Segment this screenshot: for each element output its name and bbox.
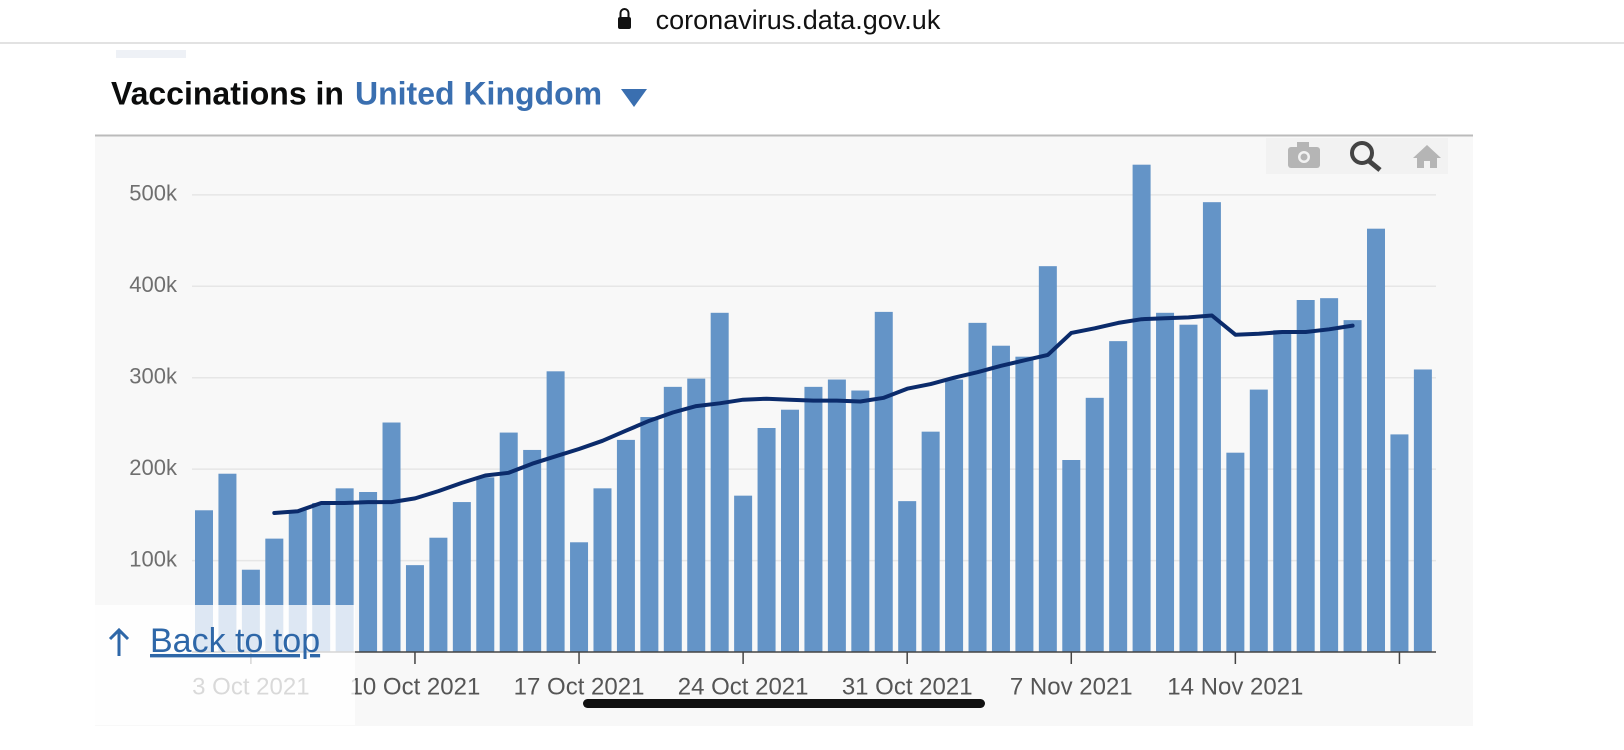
bar xyxy=(476,477,495,652)
bar xyxy=(1249,389,1268,652)
up-arrow-icon[interactable] xyxy=(108,627,130,656)
bar xyxy=(781,409,799,652)
x-tick-label: 10 Oct 2021 xyxy=(350,673,481,700)
bar xyxy=(734,495,753,652)
bar xyxy=(1273,330,1292,652)
bar xyxy=(851,390,870,652)
url: coronavirus.data.gov.uk xyxy=(656,5,941,35)
area-selector[interactable]: United Kingdom xyxy=(355,75,602,111)
bar xyxy=(1367,228,1385,652)
bar xyxy=(1038,266,1057,652)
heading-prefix: Vaccinations in xyxy=(111,75,344,111)
bar xyxy=(382,422,401,652)
line xyxy=(272,313,1355,515)
bar xyxy=(1132,164,1151,652)
bar xyxy=(804,386,823,652)
bar xyxy=(1085,397,1104,652)
back-to-top-link[interactable]: Back to top xyxy=(150,622,320,660)
back-to-top-panel xyxy=(95,605,355,725)
bar xyxy=(1202,202,1221,652)
y-tick-label: 500k xyxy=(129,181,178,206)
bar xyxy=(827,379,846,652)
bar xyxy=(874,311,893,652)
tab-hint xyxy=(116,50,186,58)
bar xyxy=(499,432,518,652)
x-tick-label: 14 Nov 2021 xyxy=(1167,673,1303,700)
bar xyxy=(663,386,682,652)
bar xyxy=(945,379,964,652)
bar xyxy=(898,501,917,652)
bar xyxy=(570,542,589,652)
camera-icon[interactable] xyxy=(1288,142,1320,168)
bar xyxy=(991,345,1010,652)
dropdown-arrow[interactable] xyxy=(621,89,647,107)
bar xyxy=(405,565,424,652)
bar xyxy=(1413,369,1432,652)
x-tick-label: 7 Nov 2021 xyxy=(1010,673,1133,700)
bar xyxy=(687,378,706,652)
bar xyxy=(710,312,729,652)
bar xyxy=(1062,460,1081,652)
bar xyxy=(921,431,940,652)
bar xyxy=(1343,320,1362,652)
bar xyxy=(1109,341,1128,652)
y-tick-label: 300k xyxy=(129,364,178,389)
home-indicator xyxy=(583,699,985,708)
y-tick-label: 100k xyxy=(129,546,178,571)
x-tick-label: 17 Oct 2021 xyxy=(514,673,645,700)
bar xyxy=(1226,452,1245,652)
bar xyxy=(968,322,987,652)
bar xyxy=(757,428,776,652)
bar xyxy=(616,439,635,652)
y-tick-label: 400k xyxy=(129,272,178,297)
bar xyxy=(1296,300,1315,652)
bar xyxy=(1156,312,1175,652)
bar xyxy=(1179,324,1198,652)
bar xyxy=(1015,356,1034,652)
lock-icon xyxy=(618,8,631,29)
x-tick-label: 31 Oct 2021 xyxy=(842,673,973,700)
home-icon[interactable] xyxy=(1413,145,1441,168)
bar xyxy=(1390,434,1409,652)
x-tick-label: 24 Oct 2021 xyxy=(678,673,809,700)
y-tick-label: 200k xyxy=(129,455,178,480)
bar xyxy=(640,417,659,652)
bar xyxy=(452,502,471,652)
plot: 100k200k300k400k500k3 Oct 202110 Oct 202… xyxy=(129,164,1436,700)
zoom-icon[interactable] xyxy=(1350,141,1382,172)
bar xyxy=(429,537,448,652)
bar xyxy=(523,449,542,652)
bar xyxy=(359,492,378,652)
bar xyxy=(593,488,612,652)
bar xyxy=(1320,298,1339,652)
bar xyxy=(546,371,565,652)
